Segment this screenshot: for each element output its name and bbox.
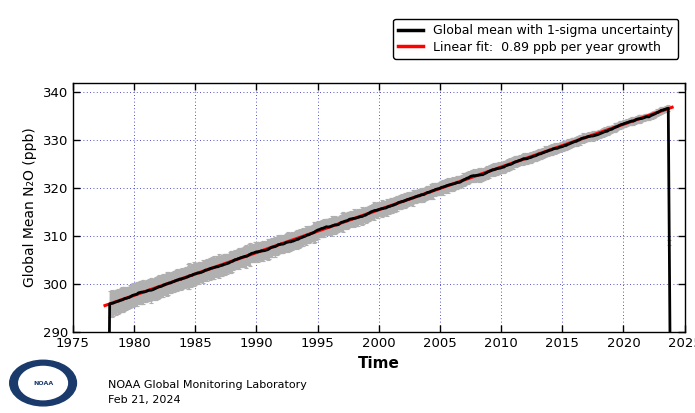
Circle shape xyxy=(19,366,67,400)
Circle shape xyxy=(10,360,76,406)
Legend: Global mean with 1-sigma uncertainty, Linear fit:  0.89 ppb per year growth: Global mean with 1-sigma uncertainty, Li… xyxy=(393,19,678,59)
Text: NOAA: NOAA xyxy=(33,380,54,386)
Text: Feb 21, 2024: Feb 21, 2024 xyxy=(108,395,180,405)
Y-axis label: Global Mean N₂O (ppb): Global Mean N₂O (ppb) xyxy=(23,128,38,287)
Text: NOAA Global Monitoring Laboratory: NOAA Global Monitoring Laboratory xyxy=(108,380,306,390)
X-axis label: Time: Time xyxy=(358,356,400,371)
